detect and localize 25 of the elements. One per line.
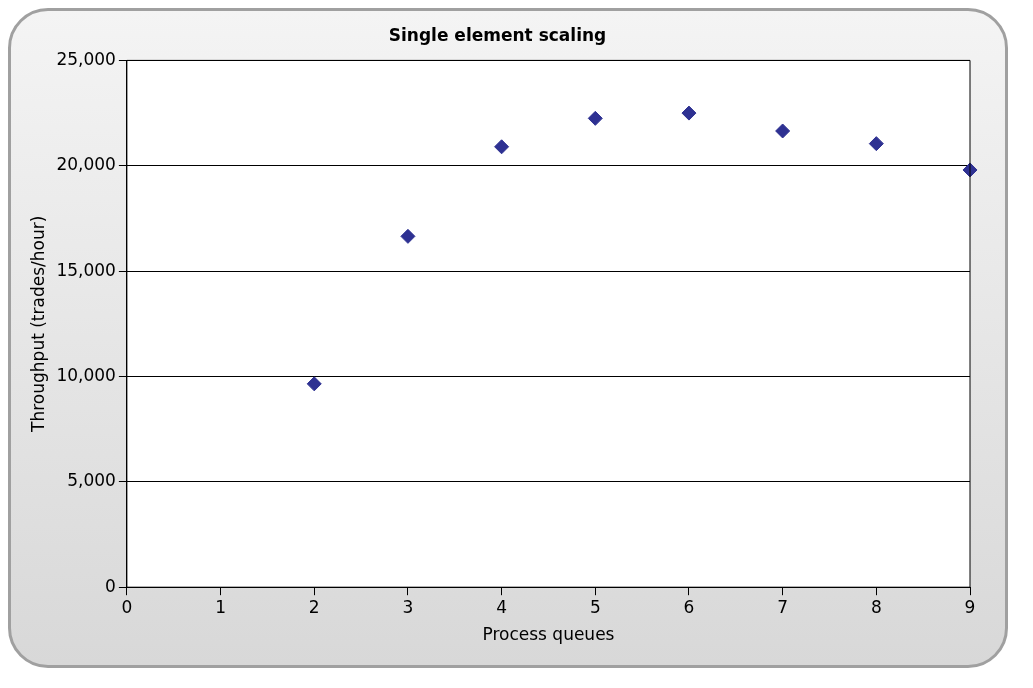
point [868,136,884,152]
x-tick-label: 2 [308,596,320,617]
y-tick-label: 15,000 [56,259,116,280]
point [681,105,697,121]
y-axis-title: Throughput (trades/hour) [27,215,48,433]
x-tick-label: 5 [589,596,601,617]
chart-title: Single element scaling [388,24,607,45]
y-tick-label: 20,000 [56,154,116,175]
y-tick-label: 10,000 [56,364,116,385]
y-tick-label: 5,000 [67,470,116,491]
x-tick-label: 1 [215,596,226,617]
x-tick-label: 7 [777,596,789,617]
x-tick-label: 0 [121,596,133,617]
x-tick-label: 8 [870,596,882,617]
x-tick-label: 4 [496,596,508,617]
y-tick-label: 25,000 [56,48,116,69]
point [775,123,791,139]
point [587,110,603,126]
x-tick-label: 9 [964,596,976,617]
point [306,376,322,392]
point [400,228,416,244]
x-tick-label: 3 [402,596,414,617]
y-tick-label: 0 [105,575,116,596]
x-tick-label: 6 [683,596,695,617]
point [494,139,510,155]
